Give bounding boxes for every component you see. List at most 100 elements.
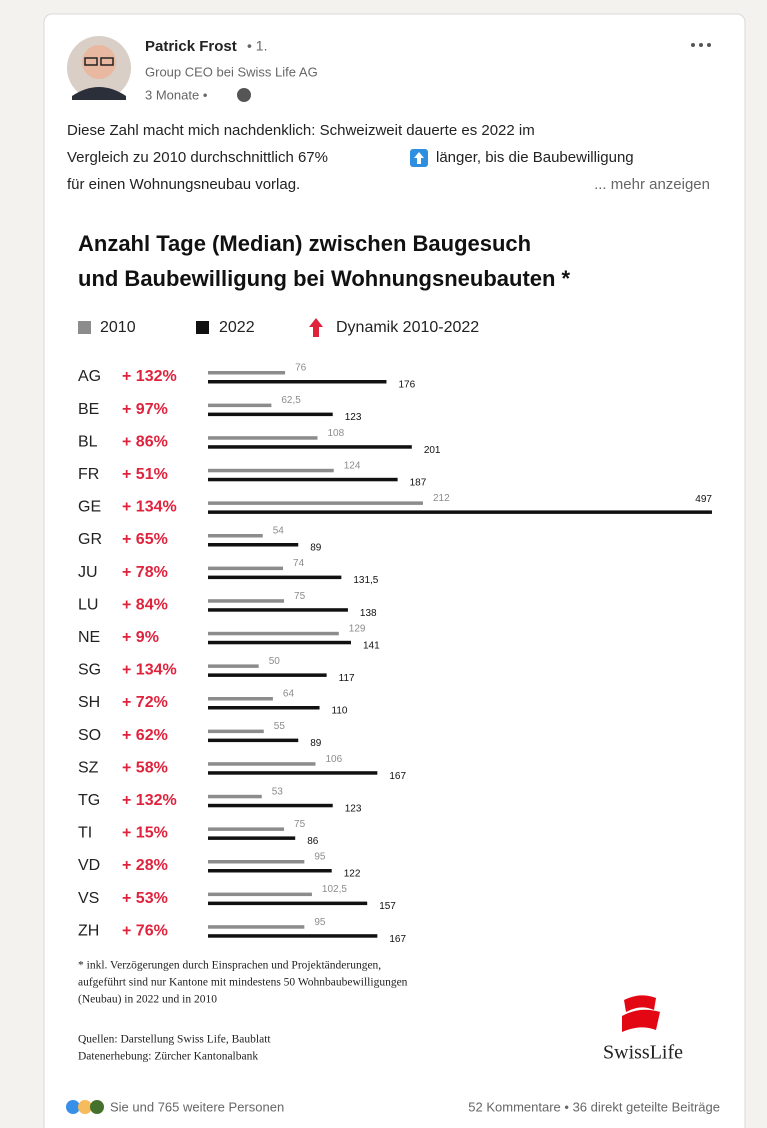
- change-label: + 28%: [122, 857, 168, 874]
- change-label: + 53%: [122, 890, 168, 907]
- author[interactable]: Patrick Frost: [145, 38, 237, 55]
- value-label-2010: 95: [314, 917, 326, 928]
- bar-2010: [208, 730, 264, 734]
- reactions[interactable]: Sie und 765 weitere Personen: [110, 1099, 284, 1114]
- value-label-2022: 138: [360, 608, 377, 619]
- change-label: + 134%: [122, 662, 177, 679]
- value-label-2010: 54: [273, 526, 285, 537]
- category-label: JU: [78, 564, 98, 581]
- value-label-2022: 497: [695, 494, 712, 505]
- category-label: AG: [78, 368, 101, 385]
- sources: Datenerhebung: Zürcher Kantonalbank: [78, 1051, 258, 1063]
- value-label-2022: 123: [345, 412, 362, 423]
- change-label: + 65%: [122, 531, 168, 548]
- value-label-2010: 102,5: [322, 884, 347, 895]
- more-menu[interactable]: [691, 43, 711, 47]
- change-label: + 58%: [122, 759, 168, 776]
- value-label-2010: 124: [344, 460, 361, 471]
- globe-icon: [237, 88, 251, 102]
- bar-2022: [208, 641, 351, 645]
- category-label: TG: [78, 792, 100, 809]
- legend-swatch: [196, 321, 209, 334]
- footnote: (Neubau) in 2022 und in 2010: [78, 994, 217, 1006]
- category-label: SG: [78, 662, 101, 679]
- reaction-icons: [66, 1100, 104, 1114]
- value-label-2022: 141: [363, 640, 380, 651]
- change-label: + 72%: [122, 694, 168, 711]
- value-label-2010: 95: [314, 852, 326, 863]
- bar-2010: [208, 371, 285, 375]
- bar-2022: [208, 380, 386, 384]
- chart-title: und Baubewilligung bei Wohnungsneubauten…: [78, 266, 571, 291]
- headline: Group CEO bei Swiss Life AG: [145, 64, 318, 79]
- value-label-2022: 89: [310, 738, 322, 749]
- see-more[interactable]: ... mehr anzeigen: [594, 176, 710, 193]
- post-text: länger, bis die Baubewilligung: [436, 149, 634, 166]
- category-label: NE: [78, 629, 100, 646]
- bar-2010: [208, 762, 315, 766]
- time: 3 Monate •: [145, 87, 208, 102]
- change-label: + 9%: [122, 629, 159, 646]
- bar-2022: [208, 934, 377, 938]
- change-label: + 76%: [122, 922, 168, 939]
- logo-text: SwissLife: [603, 1042, 683, 1064]
- value-label-2022: 122: [344, 869, 361, 880]
- change-label: + 84%: [122, 596, 168, 613]
- bar-2010: [208, 827, 284, 831]
- change-label: + 97%: [122, 401, 168, 418]
- chart-title: Anzahl Tage (Median) zwischen Baugesuch: [78, 231, 531, 256]
- value-label-2010: 212: [433, 493, 450, 504]
- stats[interactable]: 52 Kommentare • 36 direkt geteilte Beitr…: [468, 1099, 720, 1114]
- value-label-2022: 176: [398, 380, 415, 391]
- category-label: SZ: [78, 759, 99, 776]
- bar-2022: [208, 543, 298, 547]
- post-card: Patrick Frost • 1. Group CEO bei Swiss L…: [0, 0, 767, 1128]
- logo-mark: [622, 995, 660, 1032]
- bar-2022: [208, 608, 348, 612]
- bar-2022: [208, 576, 341, 580]
- change-label: + 15%: [122, 825, 168, 842]
- bar-2022: [208, 771, 377, 775]
- bar-2010: [208, 436, 318, 440]
- post-text: Diese Zahl macht mich nachdenklich: Schw…: [67, 122, 535, 139]
- value-label-2022: 187: [410, 477, 427, 488]
- bar-2010: [208, 599, 284, 603]
- bar-2010: [208, 697, 273, 701]
- value-label-2010: 64: [283, 689, 295, 700]
- legend-label: 2022: [219, 319, 255, 336]
- category-label: GE: [78, 499, 101, 516]
- bar-2022: [208, 413, 333, 417]
- bar-2022: [208, 445, 412, 449]
- value-label-2010: 75: [294, 819, 306, 830]
- bar-2010: [208, 501, 423, 505]
- change-label: + 78%: [122, 564, 168, 581]
- value-label-2022: 110: [332, 706, 348, 717]
- value-label-2022: 167: [389, 934, 406, 945]
- value-label-2022: 131,5: [353, 575, 378, 586]
- change-label: + 134%: [122, 499, 177, 516]
- legend-swatch: [78, 321, 91, 334]
- category-label: BL: [78, 433, 98, 450]
- value-label-2010: 75: [294, 591, 306, 602]
- value-label-2010: 62,5: [281, 395, 301, 406]
- category-label: SH: [78, 694, 100, 711]
- bar-2022: [208, 804, 333, 808]
- value-label-2010: 74: [293, 558, 305, 569]
- value-label-2010: 55: [274, 721, 286, 732]
- value-label-2022: 201: [424, 445, 441, 456]
- bar-2010: [208, 860, 304, 864]
- category-label: BE: [78, 401, 99, 418]
- bar-2010: [208, 534, 263, 538]
- change-label: + 51%: [122, 466, 168, 483]
- category-label: FR: [78, 466, 99, 483]
- value-label-2010: 50: [269, 656, 281, 667]
- value-label-2010: 129: [349, 623, 366, 634]
- bar-2010: [208, 469, 334, 473]
- legend-label: Dynamik 2010-2022: [336, 319, 479, 336]
- legend-label: 2010: [100, 319, 136, 336]
- bar-2010: [208, 567, 283, 571]
- value-label-2022: 123: [345, 803, 362, 814]
- footnote: aufgeführt sind nur Kantone mit mindeste…: [78, 977, 408, 989]
- footnote: * inkl. Verzögerungen durch Einsprachen …: [78, 960, 381, 972]
- bar-2022: [208, 510, 712, 514]
